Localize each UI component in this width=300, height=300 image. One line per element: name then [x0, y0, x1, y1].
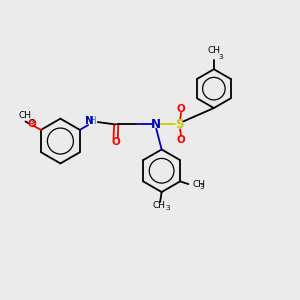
- Text: O: O: [111, 137, 120, 147]
- Text: N: N: [85, 116, 94, 126]
- Text: 3: 3: [218, 54, 223, 60]
- Text: 3: 3: [165, 205, 170, 211]
- Text: S: S: [175, 118, 184, 131]
- Text: N: N: [151, 118, 161, 131]
- Text: 3: 3: [200, 184, 204, 190]
- Text: CH: CH: [19, 111, 32, 120]
- Text: H: H: [89, 116, 97, 126]
- Text: CH: CH: [153, 201, 166, 210]
- Text: O: O: [28, 119, 36, 130]
- Text: CH: CH: [207, 46, 220, 55]
- Text: O: O: [177, 135, 185, 145]
- Text: O: O: [177, 104, 185, 114]
- Text: CH: CH: [193, 181, 206, 190]
- Text: 3: 3: [30, 119, 34, 125]
